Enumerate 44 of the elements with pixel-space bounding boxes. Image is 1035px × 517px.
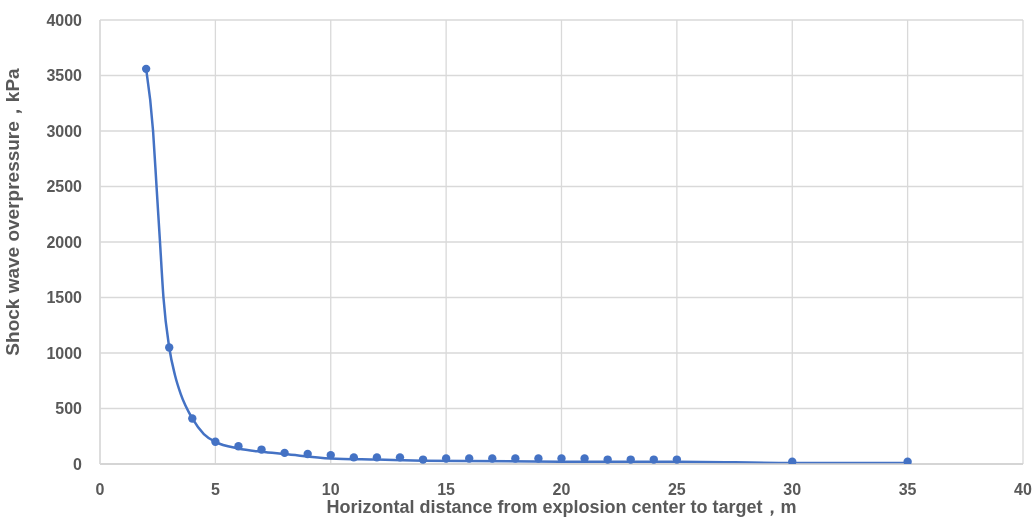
point [649, 455, 658, 464]
point [141, 64, 151, 74]
x-tick-label: 20 [552, 481, 571, 499]
x-tick-label: 35 [898, 481, 917, 499]
point [465, 454, 474, 463]
x-axis-title: Horizontal distance from explosion center to target，m [326, 497, 797, 517]
y-tick-label: 1500 [46, 289, 83, 307]
x-tick-label: 15 [437, 481, 456, 499]
point [372, 453, 382, 462]
point [326, 450, 335, 460]
point [349, 453, 359, 462]
point [603, 455, 612, 464]
y-tick-label: 4000 [46, 11, 83, 29]
point [280, 448, 289, 458]
y-tick-label: 3500 [46, 67, 83, 85]
point [626, 455, 635, 464]
point [672, 455, 682, 464]
point [188, 414, 197, 423]
point [788, 457, 797, 464]
x-tick-label: 10 [321, 481, 340, 499]
point [165, 343, 174, 352]
point [395, 453, 405, 462]
y-tick-label: 2500 [46, 178, 83, 196]
y-axis-title: Shock wave overpressure，kPa [1, 67, 23, 356]
point [211, 437, 220, 446]
point [441, 454, 451, 463]
x-tick-label: 40 [1014, 481, 1032, 499]
point [234, 442, 243, 451]
point [511, 454, 520, 463]
point [303, 449, 312, 459]
point [418, 455, 428, 464]
y-tick-label: 0 [73, 455, 83, 473]
point [534, 454, 543, 463]
point [488, 454, 497, 463]
point [903, 457, 912, 464]
y-tick-label: 2000 [46, 233, 83, 251]
x-tick-label: 0 [95, 481, 105, 499]
x-tick-label: 5 [210, 481, 220, 499]
y-tick-label: 3000 [46, 122, 83, 140]
x-tick-label: 30 [783, 481, 802, 499]
y-tick-label: 1000 [46, 344, 83, 362]
point [257, 445, 266, 454]
x-tick-label: 25 [667, 481, 686, 499]
y-tick-label: 500 [55, 400, 83, 418]
